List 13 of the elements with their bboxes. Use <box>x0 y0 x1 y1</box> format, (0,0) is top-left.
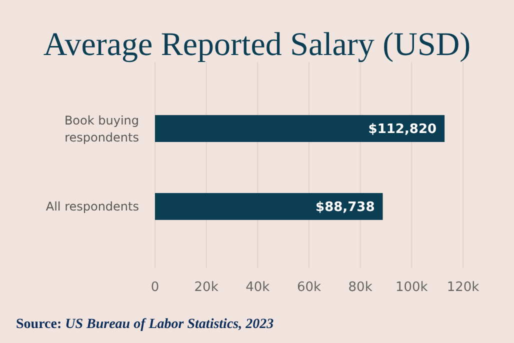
y-tick-label: Book buying respondents <box>64 114 139 145</box>
x-tick-label: 0 <box>150 280 160 295</box>
x-tick-label: 40k <box>246 280 270 295</box>
data-label: $112,820 <box>368 122 437 138</box>
x-tick-label: 20k <box>194 280 219 295</box>
x-tick-label: 100k <box>395 280 428 295</box>
y-tick-label: All respondents <box>46 200 139 214</box>
data-label: $88,738 <box>316 200 375 216</box>
x-tick-label: 80k <box>348 280 373 295</box>
chart-title: Average Reported Salary (USD) <box>43 27 471 63</box>
source-note: Source: US Bureau of Labor Statistics, 2023 <box>16 317 274 332</box>
x-tick-label: 120k <box>446 280 480 295</box>
x-tick-label: 60k <box>296 280 322 295</box>
